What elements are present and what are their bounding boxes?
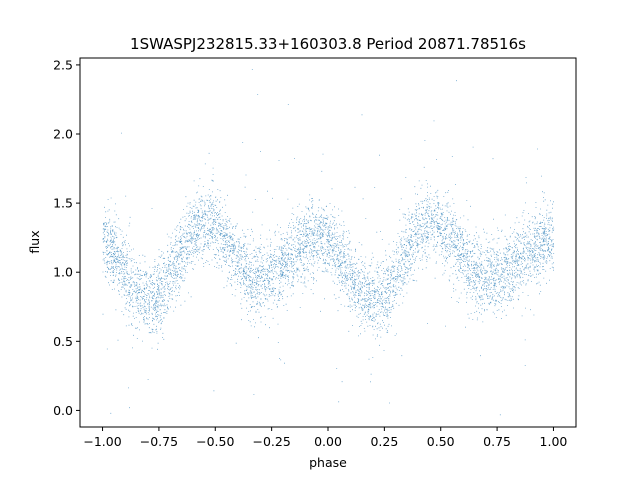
y-tick-label: 2.0	[53, 127, 73, 142]
y-axis-label: flux	[27, 230, 42, 253]
y-tick-label: 0.0	[53, 403, 73, 418]
y-tick-label: 0.5	[53, 334, 73, 349]
x-tick-label: 0.50	[427, 434, 455, 449]
y-axis-ticks: 0.0 0.5 1.0 1.5 2.0 2.5	[53, 57, 80, 418]
y-tick-label: 2.5	[53, 57, 73, 72]
chart-title: 1SWASPJ232815.33+160303.8 Period 20871.7…	[130, 35, 526, 53]
y-tick-label: 1.5	[53, 196, 73, 211]
x-tick-label: −1.00	[83, 434, 121, 449]
x-tick-label: 0.75	[483, 434, 511, 449]
x-tick-label: 1.00	[540, 434, 568, 449]
x-tick-label: −0.25	[252, 434, 290, 449]
x-tick-label: −0.50	[196, 434, 234, 449]
x-axis-label: phase	[309, 455, 347, 470]
x-tick-label: −0.75	[140, 434, 178, 449]
x-axis-ticks: −1.00 −0.75 −0.50 −0.25 0.00 0.25 0.50 0.75 1.00	[83, 427, 567, 449]
y-tick-label: 1.0	[53, 265, 73, 280]
x-tick-label: 0.25	[370, 434, 398, 449]
x-tick-label: 0.00	[314, 434, 342, 449]
